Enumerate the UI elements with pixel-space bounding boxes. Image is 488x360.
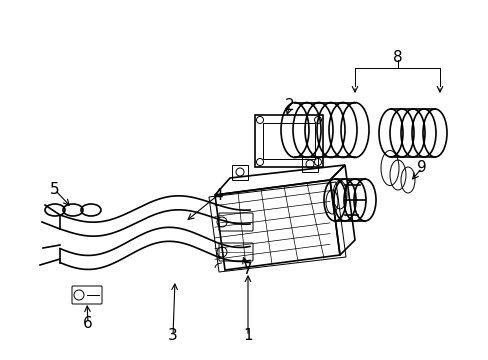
- Text: 2: 2: [285, 98, 294, 112]
- Bar: [263, 123, 314, 159]
- Text: 7: 7: [243, 262, 252, 278]
- Bar: [254, 115, 323, 167]
- Text: 1: 1: [243, 328, 252, 343]
- Text: 8: 8: [392, 49, 402, 64]
- Text: 6: 6: [83, 315, 93, 330]
- Text: 3: 3: [168, 328, 178, 343]
- Text: 4: 4: [213, 188, 223, 202]
- Text: 9: 9: [416, 161, 426, 175]
- Text: 5: 5: [50, 183, 60, 198]
